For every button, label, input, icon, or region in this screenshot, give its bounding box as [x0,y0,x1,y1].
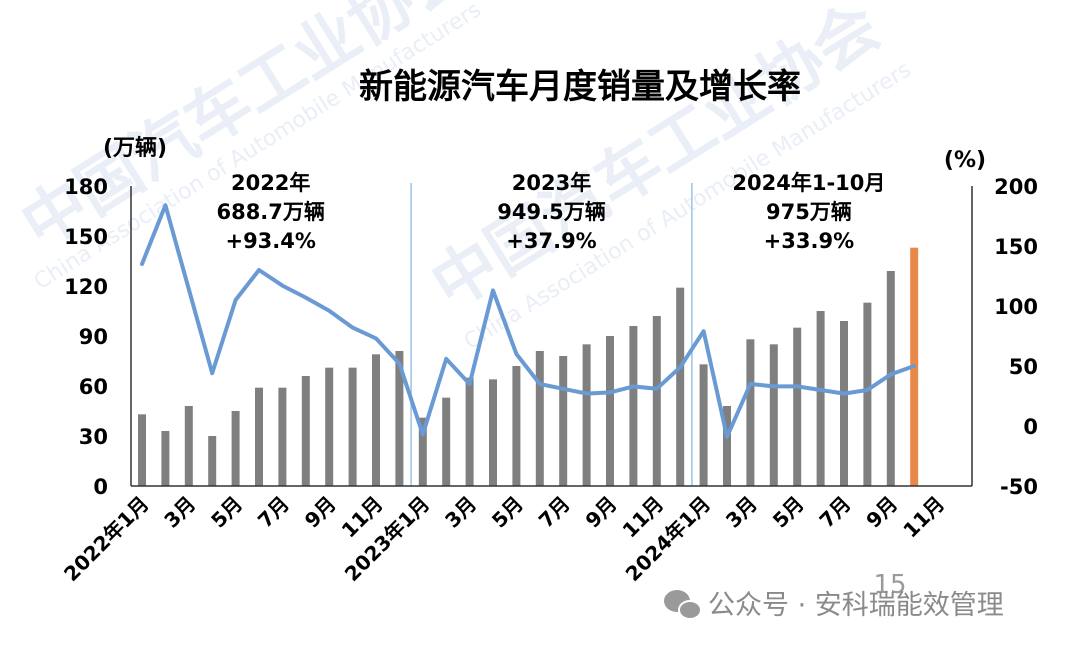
y-right-tick-label: -50 [1000,475,1038,499]
sales-bar [348,367,357,486]
growth-rate-series-line [140,203,917,439]
sales-bar [489,379,497,486]
sales-bar [652,316,661,486]
y-right-tick-label: 0 [1023,415,1038,439]
sales-bar [535,351,544,486]
year-annotation-line: 2023年 [512,171,591,195]
y-left-tick-label: 180 [64,175,108,199]
sales-bar [723,406,731,486]
sales-bar [863,302,872,486]
year-annotation-line: +93.4% [225,229,315,253]
sales-bar [512,366,521,486]
sales-bar [184,406,193,486]
x-tick-label: 11月 [898,492,949,543]
x-tick-label: 9月 [861,492,902,533]
sales-bar [886,271,895,486]
sales-bar [325,367,334,486]
x-tick-label: 7月 [534,492,575,533]
year-annotation-line: 2022年 [231,171,310,195]
x-tick-label: 7月 [815,492,856,533]
y-left-ticks: 0 30 60 90 120 150 180 [64,175,108,499]
sales-bar [840,321,848,486]
year-annotation-line: 2024年1-10月 [732,171,885,195]
y-left-tick-label: 90 [79,325,108,349]
sales-bar [676,287,685,486]
x-tick-label: 5月 [487,492,528,533]
sales-bar [301,376,310,486]
y-left-tick-label: 30 [79,425,108,449]
sales-bar [699,364,708,486]
y-right-tick-label: 50 [1009,355,1038,379]
year-annotations: 2022年 688.7万辆 +93.4% 2023年 949.5万辆 +37.9% 2024… [216,171,885,253]
y-right-tick-label: 150 [994,235,1038,259]
sales-bar [442,397,451,486]
x-tick-label: 2022年1月 [59,492,153,586]
sales-bar [138,414,146,486]
x-tick-label: 9月 [581,492,622,533]
sales-bar [418,417,427,486]
sales-bar [465,377,474,486]
sales-bar [606,336,614,486]
sales-bar [769,344,778,486]
y-left-tick-label: 150 [64,225,108,249]
sales-bar [161,431,170,486]
year-annotation-line: 688.7万辆 [216,200,324,224]
axes [130,186,973,487]
sales-bar [629,326,638,486]
x-tick-label: 5月 [206,492,247,533]
x-tick-label: 9月 [300,492,341,533]
x-tick-label: 3月 [159,492,200,533]
sales-bar [816,311,825,486]
wechat-icon [664,590,702,620]
sales-bar [231,411,240,486]
watermark-text-2: 中国汽车工业协会 [419,0,892,324]
sales-bar [255,387,263,486]
y-right-tick-label: 100 [994,295,1038,319]
x-tick-label: 5月 [768,492,809,533]
sales-bar [746,339,755,486]
x-tick-label: 7月 [253,492,294,533]
sales-bar [278,387,287,486]
sales-bar [372,354,380,486]
sales-bar [793,327,802,486]
footer-source: 公众号 · 安科瑞能效管理 [708,590,1004,621]
y-right-axis-label: (%) [944,148,986,173]
y-left-axis-label: (万辆) [103,135,167,161]
year-annotation-line: 949.5万辆 [497,200,605,224]
y-left-tick-label: 60 [79,375,108,399]
sales-bar [559,356,568,486]
y-left-tick-label: 120 [64,275,108,299]
x-tick-label: 3月 [721,492,762,533]
year-annotation-line: +37.9% [506,229,596,253]
chart-title: 新能源汽车月度销量及增长率 [359,67,801,107]
year-annotation-line: +33.9% [764,229,854,253]
y-right-ticks: -50 0 50 100 150 200 [994,175,1038,499]
sales-bar [582,344,591,486]
page-number: 15 [873,570,906,600]
sales-bar [395,351,404,486]
y-right-tick-label: 200 [994,175,1038,199]
x-tick-label: 3月 [440,492,481,533]
y-left-tick-label: 0 [93,475,108,499]
growth-line [140,203,917,439]
sales-bar [208,436,217,486]
year-dividers [410,183,693,486]
year-annotation-line: 975万辆 [766,200,852,224]
